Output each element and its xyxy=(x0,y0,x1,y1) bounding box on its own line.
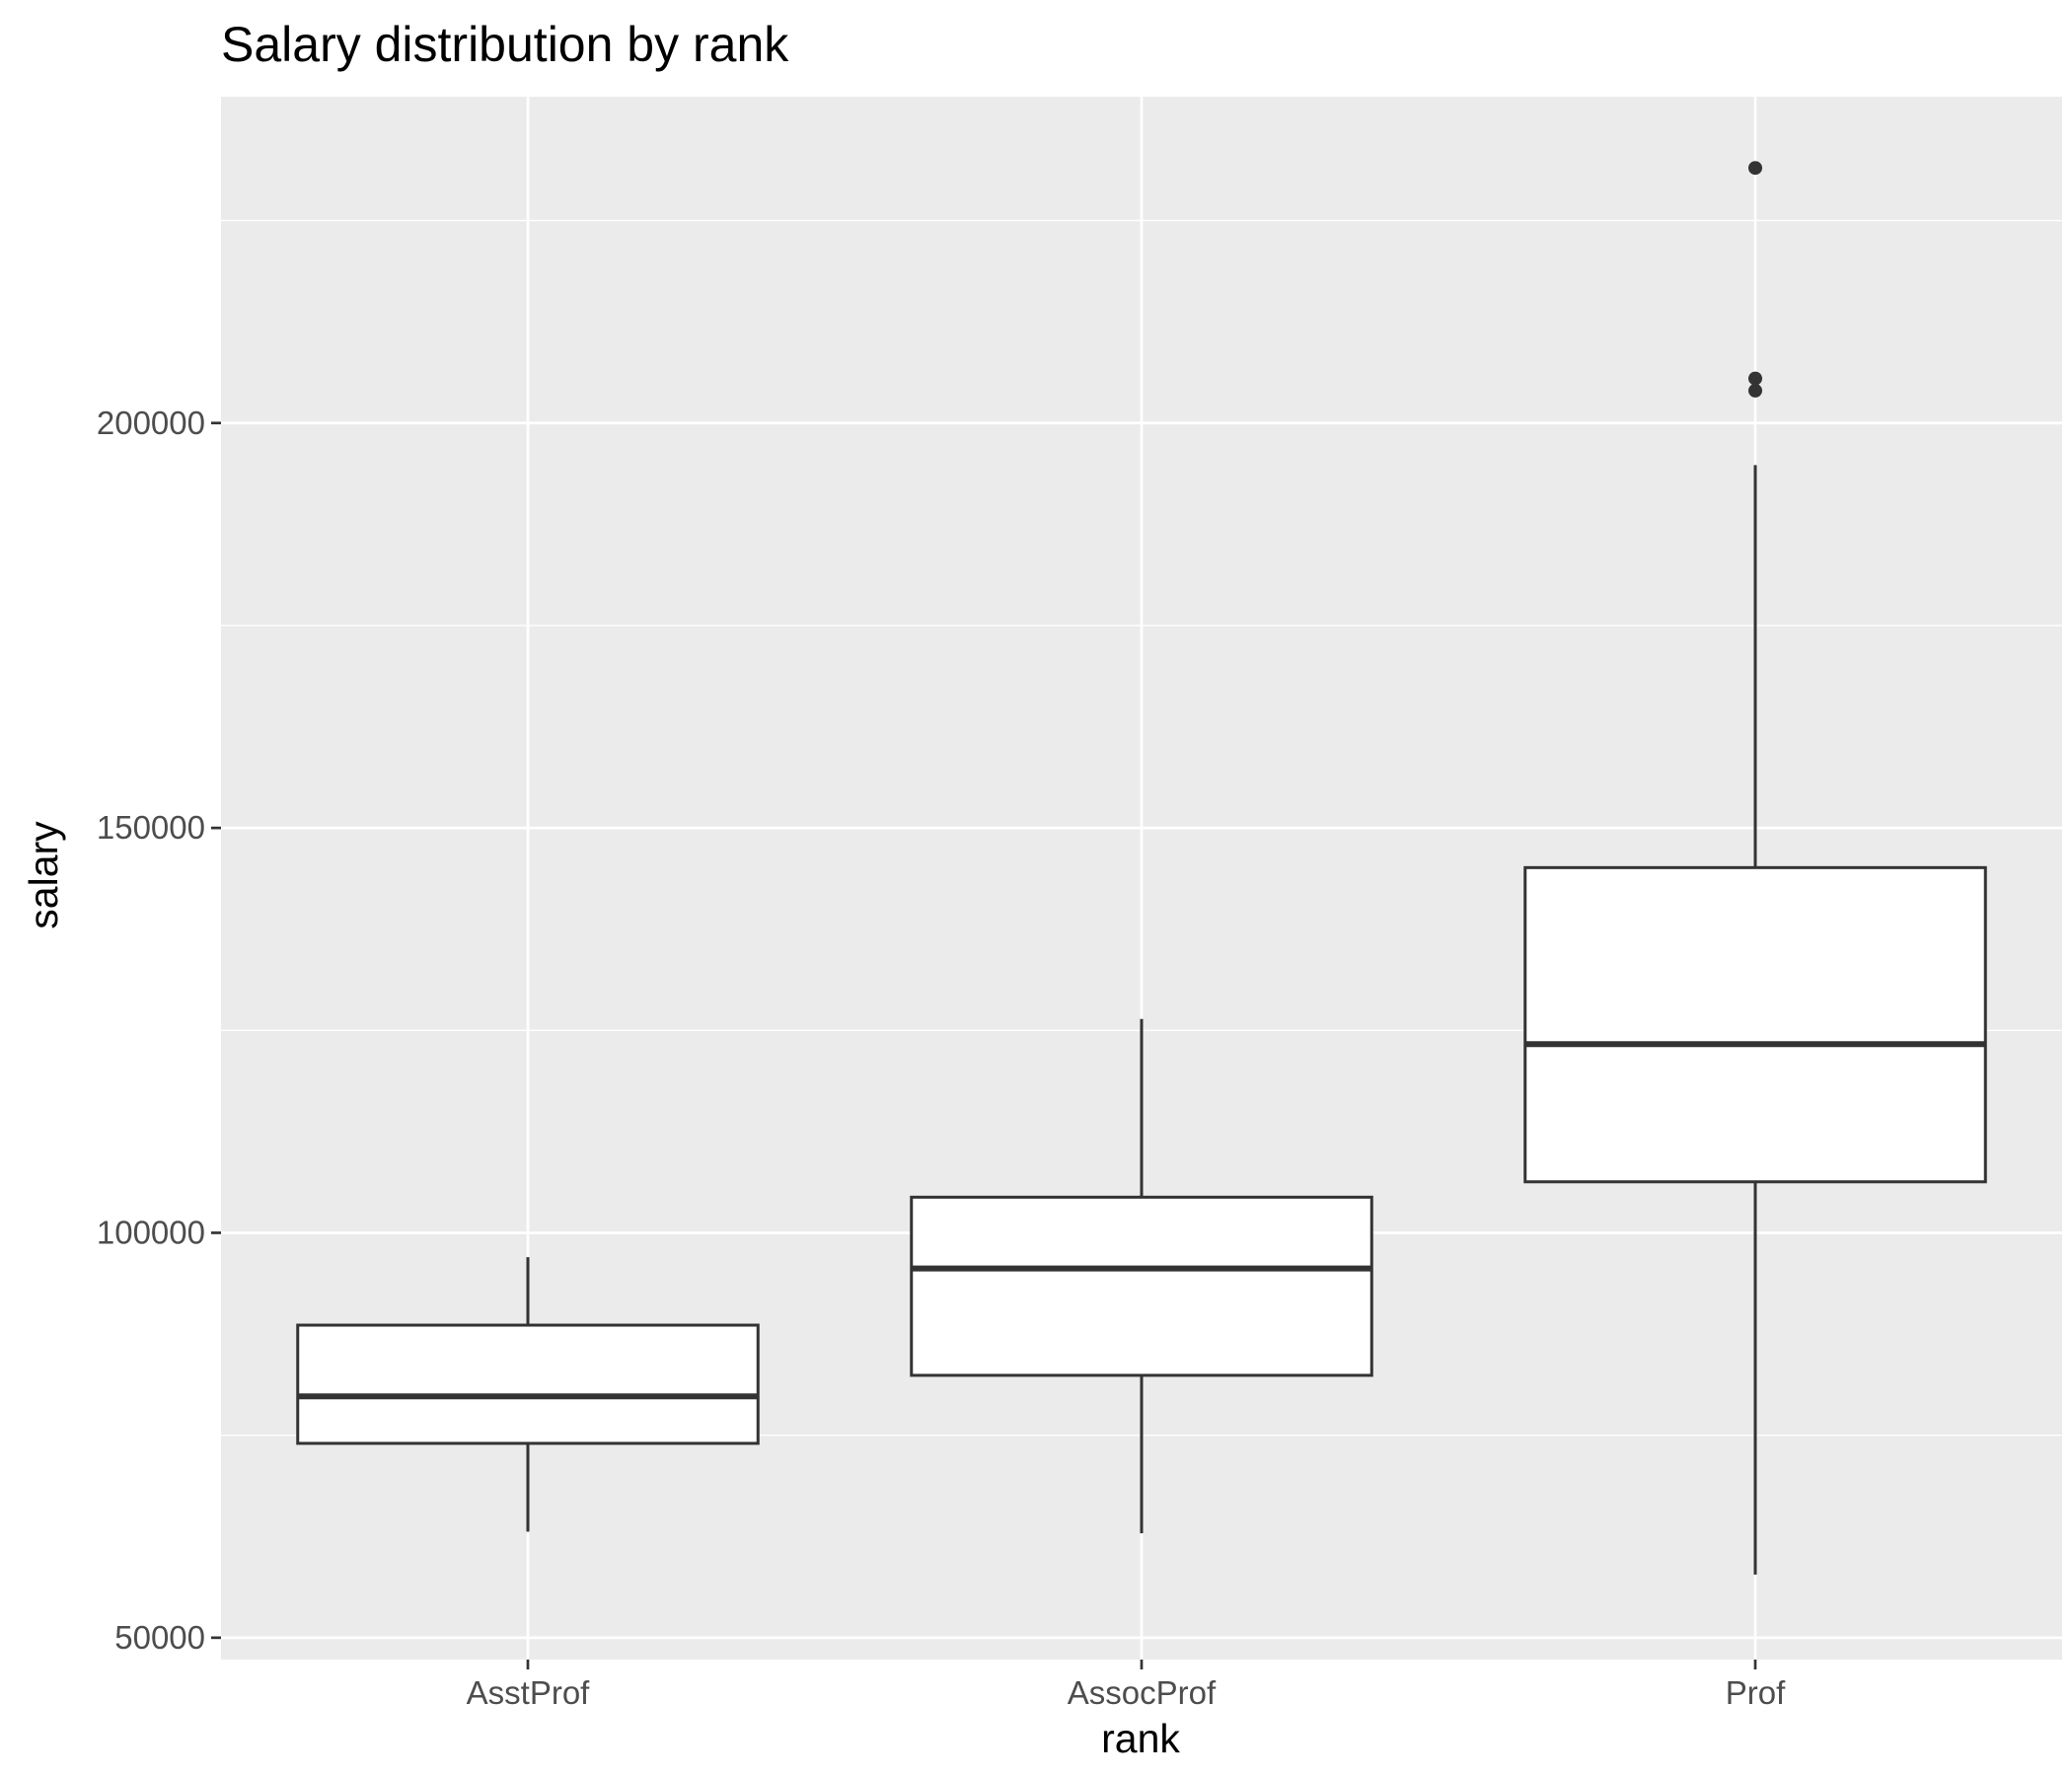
box-Prof xyxy=(1523,161,1987,1575)
x-axis-title: rank xyxy=(1101,1716,1180,1761)
outlier-point xyxy=(1748,371,1762,386)
x-tick-label: Prof xyxy=(1726,1674,1786,1711)
box-AsstProf xyxy=(296,1257,760,1532)
y-tick-label: 100000 xyxy=(97,1214,205,1250)
box-layer xyxy=(296,161,1987,1575)
outlier-point xyxy=(1748,161,1762,176)
y-tick-label: 150000 xyxy=(97,809,205,846)
y-axis-title: salary xyxy=(21,821,66,929)
y-tick-label: 200000 xyxy=(97,405,205,441)
tick-layer: 50000 100000 150000 200000 AsstProf AssocProf… xyxy=(97,405,1786,1711)
iqr-box xyxy=(910,1195,1373,1377)
chart-title: Salary distribution by rank xyxy=(221,17,789,72)
outlier-point xyxy=(1748,383,1762,398)
x-tick-label: AssocProf xyxy=(1068,1674,1217,1711)
y-tick-label: 50000 xyxy=(114,1619,205,1656)
x-tick-label: AsstProf xyxy=(467,1674,591,1711)
box-AssocProf xyxy=(910,1018,1373,1533)
iqr-box xyxy=(1523,865,1987,1184)
iqr-box xyxy=(296,1323,760,1445)
